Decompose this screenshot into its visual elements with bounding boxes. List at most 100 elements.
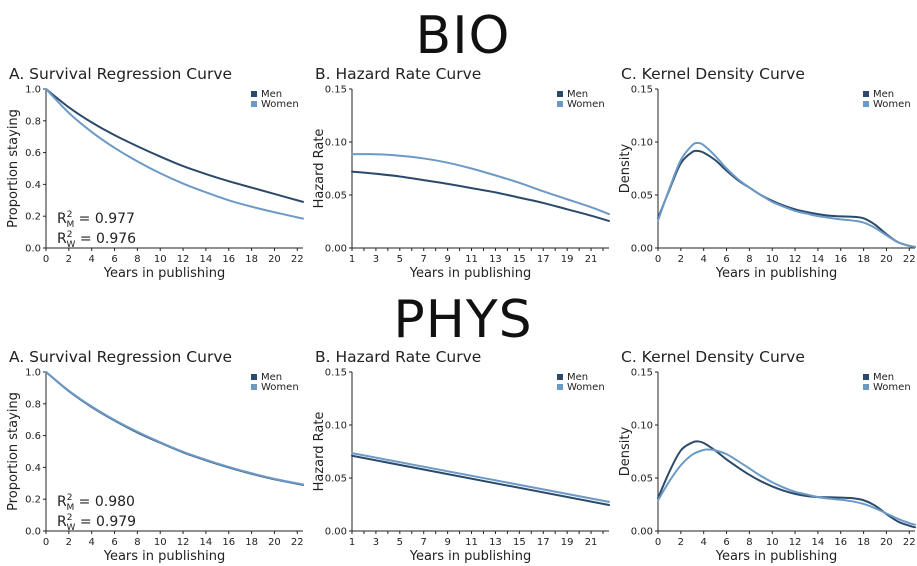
legend-label: Men [873, 372, 894, 383]
legend-swatch [863, 384, 869, 390]
panel-title: B. Hazard Rate Curve [315, 65, 481, 83]
panel-title: B. Hazard Rate Curve [315, 348, 481, 366]
x-tick-label: 20 [880, 537, 893, 548]
x-tick-label: 14 [200, 537, 213, 548]
panel-title: A. Survival Regression Curve [9, 65, 232, 83]
x-tick-label: 0 [43, 254, 49, 265]
y-axis-title: Density [618, 143, 633, 193]
y-tick-label: 1.0 [25, 85, 41, 96]
x-tick-label: 8 [134, 537, 140, 548]
y-tick-label: 0.0 [25, 244, 41, 255]
legend-label: Women [261, 99, 299, 110]
series-line-men [351, 170, 610, 222]
y-tick-label: 0.10 [325, 421, 347, 432]
y-tick-label: 0.00 [325, 244, 347, 255]
y-tick-label: 0.8 [25, 116, 41, 127]
x-tick-label: 8 [134, 254, 140, 265]
x-tick-label: 0 [655, 254, 661, 265]
x-tick-label: 11 [465, 254, 478, 265]
panel-title: A. Survival Regression Curve [9, 348, 232, 366]
series-line-men [657, 440, 916, 529]
legend-label: Men [873, 89, 894, 100]
x-tick-label: 6 [723, 254, 729, 265]
x-axis-title: Years in publishing [409, 549, 532, 564]
y-tick-label: 0.15 [325, 85, 347, 96]
x-tick-label: 10 [766, 537, 779, 548]
x-tick-label: 10 [154, 254, 167, 265]
section-title-bio: BIO [416, 6, 511, 66]
x-tick-label: 6 [111, 254, 117, 265]
legend-swatch [863, 91, 869, 97]
legend-label: Women [261, 382, 299, 393]
x-tick-label: 4 [89, 254, 95, 265]
legend-swatch [863, 374, 869, 380]
y-axis-title: Hazard Rate [312, 412, 327, 492]
y-tick-label: 0.8 [25, 399, 41, 410]
r2-annotation: R2 W = 0.979 [57, 513, 136, 533]
y-tick-label: 0.2 [25, 495, 41, 506]
x-tick-label: 16 [222, 254, 235, 265]
series-line-men [351, 454, 610, 507]
y-tick-label: 0.4 [25, 180, 41, 191]
y-tick-label: 0.10 [631, 138, 653, 149]
legend-swatch [251, 91, 257, 97]
x-tick-label: 6 [723, 537, 729, 548]
y-tick-label: 0.4 [25, 463, 41, 474]
x-tick-label: 2 [678, 537, 684, 548]
x-tick-label: 16 [834, 254, 847, 265]
x-tick-label: 3 [373, 254, 379, 265]
legend-swatch [557, 384, 563, 390]
legend-label: Women [873, 99, 911, 110]
chart-panel: C. Kernel Density Curve 0.00 0.05 0.10 0.15 0… [618, 348, 916, 564]
y-tick-label: 0.2 [25, 212, 41, 223]
x-axis-title: Years in publishing [103, 549, 226, 564]
y-axis-title: Density [618, 426, 633, 476]
x-axis-title: Years in publishing [715, 549, 838, 564]
r2-annotation: R2 W = 0.976 [57, 230, 136, 250]
x-tick-label: 7 [421, 537, 427, 548]
x-tick-label: 15 [513, 537, 526, 548]
x-axis-title: Years in publishing [715, 266, 838, 281]
x-tick-label: 4 [701, 254, 707, 265]
x-tick-label: 2 [66, 254, 72, 265]
x-tick-label: 20 [268, 254, 281, 265]
y-tick-label: 1.0 [25, 368, 41, 379]
x-tick-label: 9 [444, 537, 450, 548]
legend-swatch [863, 101, 869, 107]
legend-label: Men [261, 89, 282, 100]
x-tick-label: 10 [766, 254, 779, 265]
x-tick-label: 0 [43, 537, 49, 548]
x-tick-label: 19 [561, 537, 574, 548]
series-line-men [45, 88, 304, 203]
x-tick-label: 16 [222, 537, 235, 548]
x-tick-label: 10 [154, 537, 167, 548]
x-tick-label: 21 [585, 254, 598, 265]
legend-label: Men [567, 89, 588, 100]
series-line-women [657, 448, 916, 526]
x-tick-label: 18 [857, 537, 870, 548]
y-tick-label: 0.05 [631, 474, 653, 485]
r2-annotation: R2 M = 0.980 [57, 493, 135, 513]
x-tick-label: 3 [373, 537, 379, 548]
y-tick-label: 0.10 [631, 421, 653, 432]
y-axis-title: Hazard Rate [312, 129, 327, 209]
x-tick-label: 16 [834, 537, 847, 548]
x-tick-label: 22 [291, 537, 304, 548]
x-tick-label: 6 [111, 537, 117, 548]
x-tick-label: 4 [89, 537, 95, 548]
x-tick-label: 18 [857, 254, 870, 265]
legend-label: Women [567, 382, 605, 393]
x-tick-label: 0 [655, 537, 661, 548]
y-tick-label: 0.0 [25, 527, 41, 538]
series-line-women [45, 371, 304, 486]
x-tick-label: 22 [291, 254, 304, 265]
x-tick-label: 14 [200, 254, 213, 265]
r2-annotation: R2 M = 0.977 [57, 210, 135, 230]
y-tick-label: 0.00 [631, 527, 653, 538]
legend-swatch [557, 91, 563, 97]
x-tick-label: 17 [537, 254, 550, 265]
x-tick-label: 9 [444, 254, 450, 265]
x-tick-label: 20 [880, 254, 893, 265]
